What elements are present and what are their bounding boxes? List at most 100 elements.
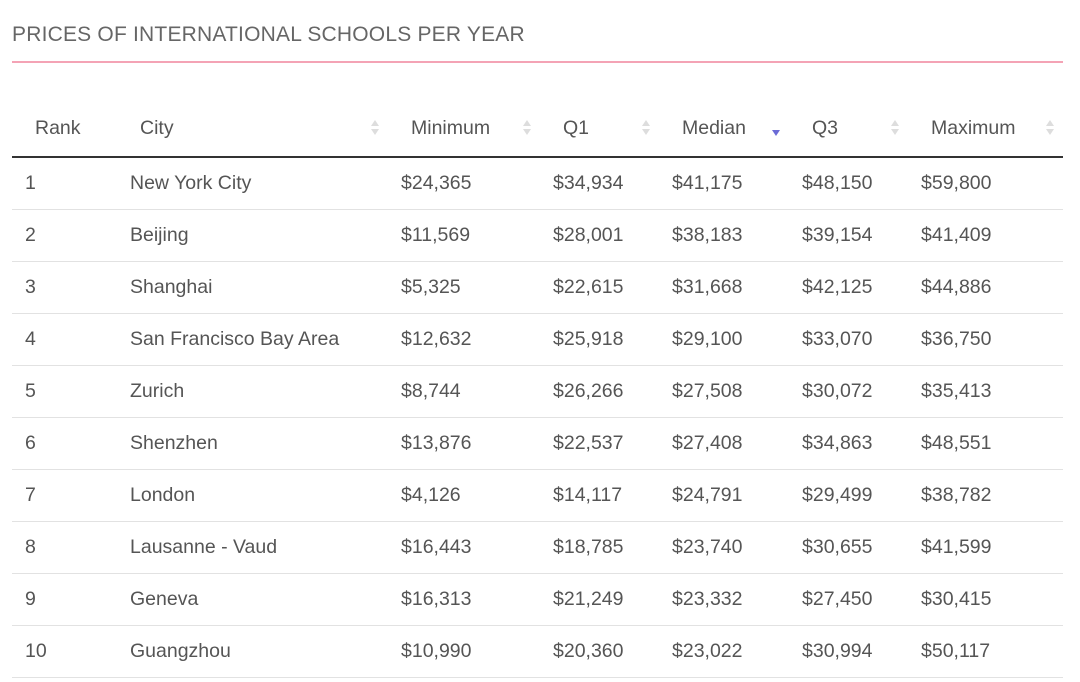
title-divider xyxy=(12,61,1063,63)
cell-minimum: $12,632 xyxy=(388,313,540,366)
cell-q1: $21,249 xyxy=(540,573,659,626)
sort-icon[interactable] xyxy=(371,120,380,136)
cell-rank: 7 xyxy=(12,469,117,522)
cell-city: Shanghai xyxy=(117,261,388,314)
cell-q1: $25,918 xyxy=(540,313,659,366)
cell-minimum: $16,443 xyxy=(388,521,540,574)
cell-city: Zurich xyxy=(117,365,388,418)
cell-q3: $48,150 xyxy=(789,157,908,210)
cell-rank: 1 xyxy=(12,157,117,210)
cell-minimum: $13,876 xyxy=(388,417,540,470)
cell-q1: $34,934 xyxy=(540,157,659,210)
cell-city: San Francisco Bay Area xyxy=(117,313,388,366)
cell-maximum: $41,599 xyxy=(908,521,1063,574)
cell-q3: $33,070 xyxy=(789,313,908,366)
column-header-median[interactable]: Median xyxy=(659,100,789,158)
cell-median: $23,332 xyxy=(659,573,789,626)
cell-maximum: $35,413 xyxy=(908,365,1063,418)
table-row: 7 London $4,126 $14,117 $24,791 $29,499 $38,78… xyxy=(12,469,1063,522)
table-row: 3 Shanghai $5,325 $22,615 $31,668 $42,125 $44,… xyxy=(12,261,1063,314)
cell-minimum: $11,569 xyxy=(388,209,540,262)
cell-q1: $22,615 xyxy=(540,261,659,314)
page-title: PRICES OF INTERNATIONAL SCHOOLS PER YEAR xyxy=(12,23,525,47)
table-body: 1 New York City $24,365 $34,934 $41,175 $48,1… xyxy=(12,157,1063,678)
cell-rank: 10 xyxy=(12,625,117,678)
cell-q1: $26,266 xyxy=(540,365,659,418)
cell-q3: $30,072 xyxy=(789,365,908,418)
cell-rank: 9 xyxy=(12,573,117,626)
table-row: 10 Guangzhou $10,990 $20,360 $23,022 $30,994 $… xyxy=(12,625,1063,678)
cell-maximum: $38,782 xyxy=(908,469,1063,522)
cell-rank: 5 xyxy=(12,365,117,418)
column-header-rank: Rank xyxy=(12,100,117,158)
cell-q3: $30,655 xyxy=(789,521,908,574)
cell-maximum: $30,415 xyxy=(908,573,1063,626)
cell-city: Shenzhen xyxy=(117,417,388,470)
table-row: 5 Zurich $8,744 $26,266 $27,508 $30,072 $35,41… xyxy=(12,365,1063,418)
cell-q1: $22,537 xyxy=(540,417,659,470)
table-header-row: Rank City Minimum Q1 Median Q3 Maximum xyxy=(12,100,1063,158)
cell-minimum: $4,126 xyxy=(388,469,540,522)
table-row: 9 Geneva $16,313 $21,249 $23,332 $27,450 $30,4… xyxy=(12,573,1063,626)
cell-q3: $29,499 xyxy=(789,469,908,522)
cell-maximum: $36,750 xyxy=(908,313,1063,366)
column-header-q1[interactable]: Q1 xyxy=(540,100,659,158)
column-header-label: Minimum xyxy=(411,116,491,139)
column-header-label: Q1 xyxy=(563,116,590,139)
cell-maximum: $48,551 xyxy=(908,417,1063,470)
cell-rank: 3 xyxy=(12,261,117,314)
column-header-label: City xyxy=(140,116,174,139)
cell-q1: $20,360 xyxy=(540,625,659,678)
cell-q1: $18,785 xyxy=(540,521,659,574)
cell-median: $27,408 xyxy=(659,417,789,470)
cell-rank: 8 xyxy=(12,521,117,574)
sort-icon[interactable] xyxy=(891,120,900,136)
cell-minimum: $24,365 xyxy=(388,157,540,210)
table-row: 6 Shenzhen $13,876 $22,537 $27,408 $34,863 $48… xyxy=(12,417,1063,470)
column-header-q3[interactable]: Q3 xyxy=(789,100,908,158)
table-row: 2 Beijing $11,569 $28,001 $38,183 $39,154 $41,… xyxy=(12,209,1063,262)
cell-median: $29,100 xyxy=(659,313,789,366)
cell-maximum: $50,117 xyxy=(908,625,1063,678)
sort-icon[interactable] xyxy=(1046,120,1055,136)
cell-city: New York City xyxy=(117,157,388,210)
cell-maximum: $41,409 xyxy=(908,209,1063,262)
column-header-label: Rank xyxy=(35,116,81,139)
cell-city: Geneva xyxy=(117,573,388,626)
cell-q3: $34,863 xyxy=(789,417,908,470)
column-header-city[interactable]: City xyxy=(117,100,388,158)
cell-median: $23,022 xyxy=(659,625,789,678)
cell-median: $41,175 xyxy=(659,157,789,210)
cell-minimum: $8,744 xyxy=(388,365,540,418)
cell-median: $38,183 xyxy=(659,209,789,262)
cell-city: London xyxy=(117,469,388,522)
table-row: 8 Lausanne - Vaud $16,443 $18,785 $23,740 $30… xyxy=(12,521,1063,574)
cell-city: Beijing xyxy=(117,209,388,262)
column-header-maximum[interactable]: Maximum xyxy=(908,100,1063,158)
cell-q3: $42,125 xyxy=(789,261,908,314)
cell-q1: $14,117 xyxy=(540,469,659,522)
table-row: 4 San Francisco Bay Area $12,632 $25,918 $29… xyxy=(12,313,1063,366)
cell-median: $24,791 xyxy=(659,469,789,522)
cell-q1: $28,001 xyxy=(540,209,659,262)
sort-icon[interactable] xyxy=(642,120,651,136)
column-header-minimum[interactable]: Minimum xyxy=(388,100,540,158)
cell-maximum: $59,800 xyxy=(908,157,1063,210)
cell-q3: $39,154 xyxy=(789,209,908,262)
cell-median: $23,740 xyxy=(659,521,789,574)
cell-rank: 4 xyxy=(12,313,117,366)
cell-minimum: $5,325 xyxy=(388,261,540,314)
column-header-label: Median xyxy=(682,116,746,139)
cell-maximum: $44,886 xyxy=(908,261,1063,314)
cell-q3: $30,994 xyxy=(789,625,908,678)
sort-descending-icon[interactable] xyxy=(772,120,781,136)
sort-icon[interactable] xyxy=(523,120,532,136)
cell-median: $27,508 xyxy=(659,365,789,418)
cell-minimum: $16,313 xyxy=(388,573,540,626)
cell-city: Guangzhou xyxy=(117,625,388,678)
cell-city: Lausanne - Vaud xyxy=(117,521,388,574)
cell-rank: 2 xyxy=(12,209,117,262)
cell-minimum: $10,990 xyxy=(388,625,540,678)
schools-price-table: Rank City Minimum Q1 Median Q3 Maximum 1 New Yo… xyxy=(12,100,1063,678)
column-header-label: Maximum xyxy=(931,116,1016,139)
